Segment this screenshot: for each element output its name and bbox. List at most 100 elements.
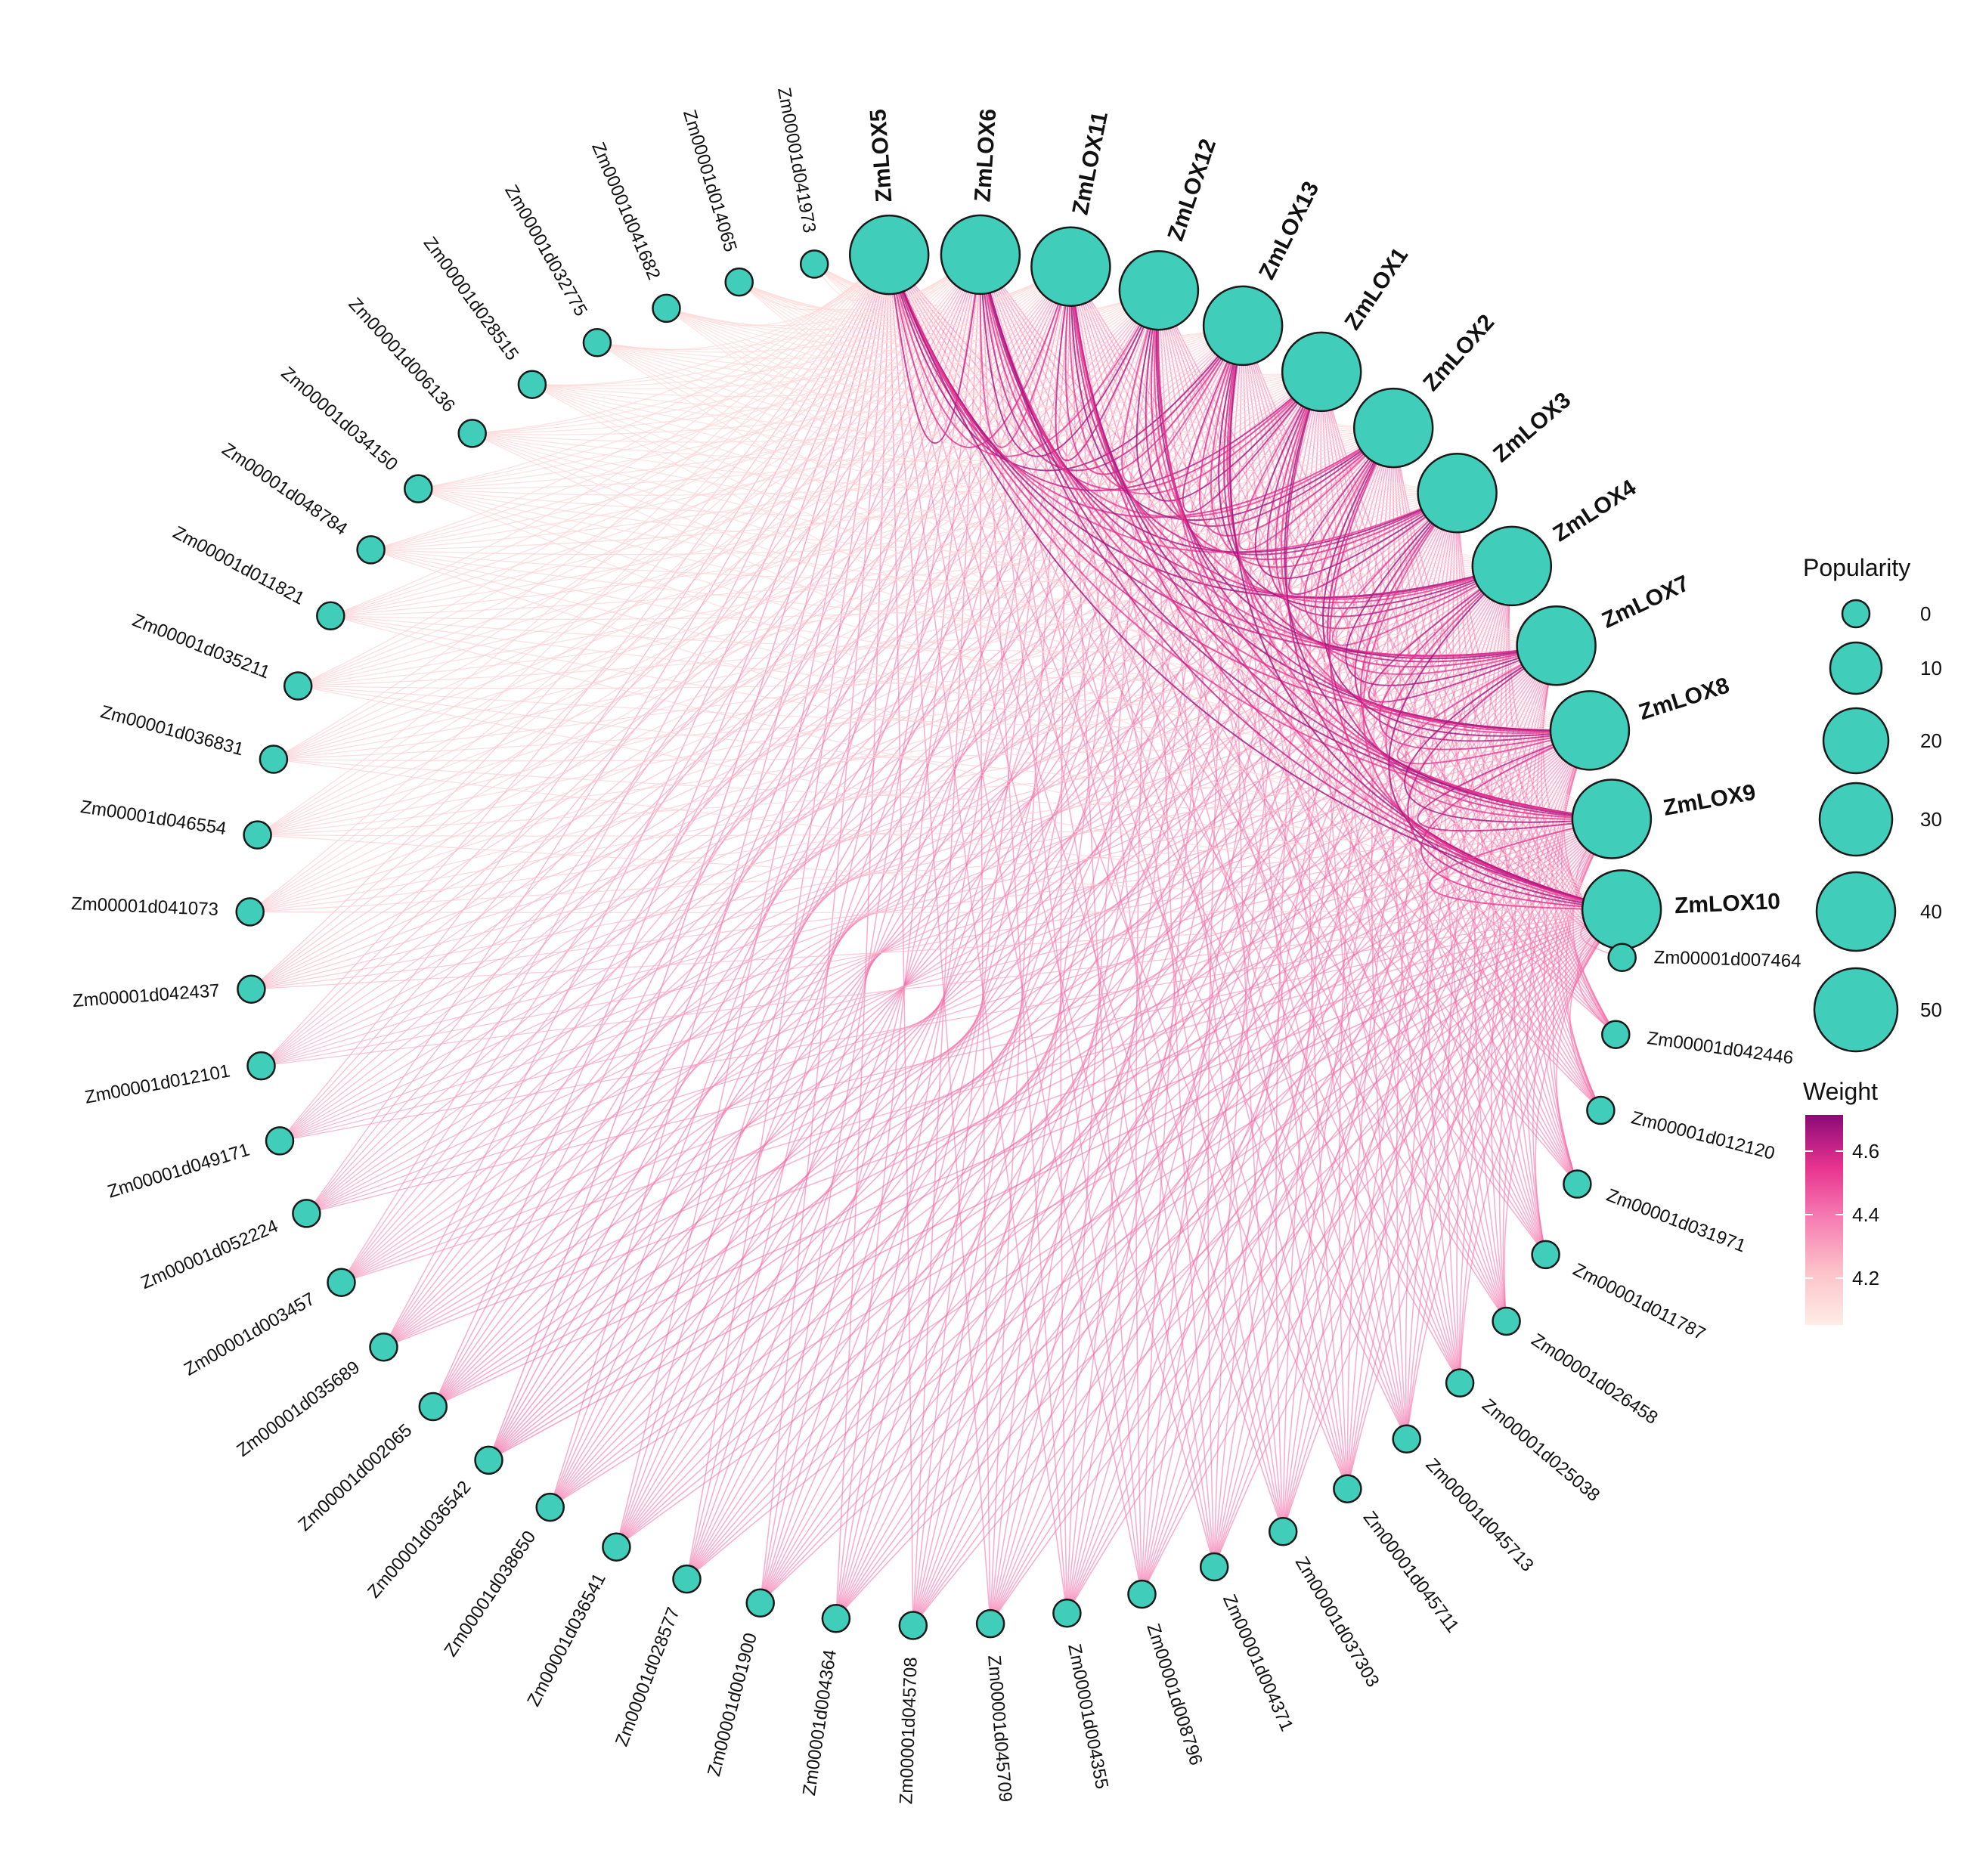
- edge: [1420, 729, 1622, 911]
- gene-node: [535, 1492, 565, 1522]
- edge: [261, 254, 981, 1066]
- edge: [261, 325, 1244, 1066]
- gene-node-label: Zm00001d003457: [181, 1289, 318, 1380]
- edge: [1282, 819, 1612, 1532]
- edge: [488, 254, 981, 1461]
- edge: [888, 254, 1160, 457]
- edge: [418, 266, 1071, 490]
- edge: [760, 909, 1622, 1604]
- edge: [472, 432, 1612, 820]
- edge: [306, 909, 1622, 1215]
- popularity-legend-title: Popularity: [1803, 554, 1910, 581]
- gene-node: [1445, 1368, 1475, 1398]
- edge: [1213, 819, 1612, 1568]
- edge: [760, 645, 1557, 1604]
- edge: [1386, 428, 1461, 1383]
- edge: [330, 615, 1622, 911]
- edge: [383, 909, 1622, 1348]
- edge: [488, 909, 1622, 1461]
- gene-node-label: Zm00001d049171: [105, 1140, 252, 1203]
- edge: [990, 909, 1622, 1624]
- edge: [1428, 818, 1622, 911]
- gene-node: [975, 1608, 1005, 1639]
- gene-node: [404, 474, 433, 503]
- popularity-legend-circle: [1829, 641, 1883, 695]
- edge: [759, 254, 981, 1603]
- edge: [596, 254, 981, 351]
- edge: [488, 818, 1612, 1461]
- edge: [261, 645, 1557, 1066]
- gene-node-label: Zm00001d038650: [440, 1528, 540, 1661]
- gene-node-label: Zm00001d002065: [294, 1420, 416, 1535]
- edge: [1154, 290, 1513, 604]
- edge: [1282, 909, 1622, 1532]
- edge: [1328, 427, 1622, 911]
- edge: [1490, 565, 1547, 1255]
- edge: [835, 818, 1612, 1619]
- edge: [1155, 290, 1557, 660]
- gene-node: [1199, 1552, 1229, 1582]
- edge: [330, 254, 890, 617]
- gene-node: [1052, 1599, 1082, 1628]
- lox-node: [1118, 249, 1200, 331]
- edge: [835, 909, 1622, 1619]
- edge: [596, 342, 1591, 732]
- edge: [813, 263, 1458, 494]
- gene-node-label: Zm00001d036541: [523, 1570, 610, 1710]
- edge: [835, 325, 1244, 1619]
- edge: [1135, 289, 1322, 502]
- gene-node-label: Zm00001d006136: [345, 294, 460, 416]
- edge: [1275, 371, 1557, 668]
- edge: [1346, 909, 1622, 1489]
- edge: [261, 289, 1160, 1066]
- edge: [979, 254, 1160, 457]
- edge: [249, 427, 1394, 913]
- edge: [418, 254, 890, 490]
- lox-node: [940, 214, 1021, 296]
- edge: [1360, 492, 1612, 820]
- popularity-legend-circle: [1841, 599, 1871, 629]
- edge: [432, 254, 981, 1407]
- edge: [531, 325, 1244, 398]
- edge: [1505, 565, 1602, 1111]
- edge: [813, 263, 1244, 341]
- edge: [1070, 266, 1513, 600]
- edge: [432, 645, 1557, 1407]
- edge: [1405, 909, 1622, 1439]
- edge: [472, 432, 1557, 646]
- edge: [912, 818, 1612, 1626]
- edge: [249, 492, 1458, 913]
- edge: [666, 308, 1322, 384]
- edge: [383, 266, 1072, 1348]
- edge: [383, 818, 1612, 1348]
- edge: [979, 254, 1394, 519]
- edge: [370, 549, 1622, 911]
- edge: [1315, 427, 1557, 675]
- edge: [261, 909, 1622, 1066]
- edge: [1385, 565, 1612, 820]
- gene-node-label: Zm00001d004364: [799, 1648, 841, 1797]
- gene-node-label: Zm00001d045711: [1359, 1508, 1463, 1637]
- edge: [1198, 325, 1394, 537]
- gene-node: [316, 601, 345, 631]
- gene-node-label: Zm00001d001900: [704, 1631, 761, 1778]
- gene-node: [745, 1588, 775, 1618]
- edge: [305, 254, 890, 1214]
- lox-node-label: ZmLOX9: [1662, 780, 1758, 821]
- gene-node: [292, 1199, 321, 1228]
- weight-colorbar-ticks: [1805, 1150, 1843, 1279]
- gene-node-label: Zm00001d012101: [83, 1060, 231, 1107]
- edge: [596, 342, 1557, 646]
- edge: [615, 818, 1612, 1548]
- edge: [979, 254, 1622, 911]
- edge: [1459, 909, 1622, 1383]
- gene-node: [582, 328, 612, 358]
- network-edges: [249, 254, 1623, 1626]
- gene-node-label: Zm00001d045708: [896, 1657, 921, 1805]
- gene-node-label: Zm00001d035689: [233, 1357, 364, 1460]
- edge: [298, 685, 1612, 820]
- lox-node-label: ZmLOX10: [1674, 889, 1780, 918]
- edge: [261, 729, 1591, 1066]
- gene-node-label: Zm00001d046554: [79, 797, 228, 839]
- edge: [1404, 645, 1612, 823]
